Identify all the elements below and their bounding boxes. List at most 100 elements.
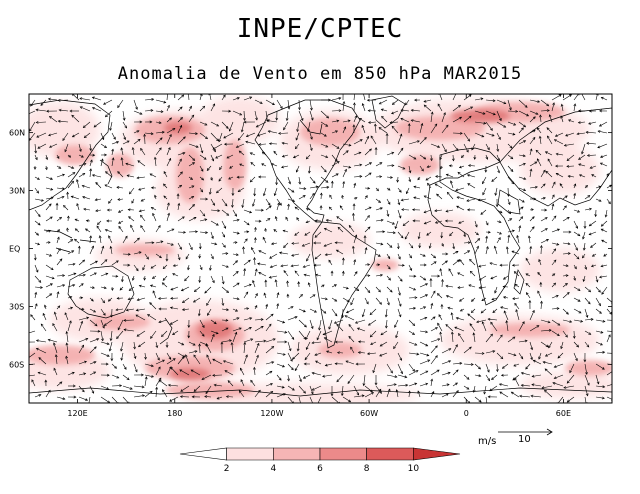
wind-vector — [105, 171, 113, 178]
wind-vector — [350, 346, 355, 354]
wind-vector-head — [231, 204, 234, 208]
wind-vector-head — [236, 175, 240, 179]
wind-vector-head — [490, 333, 493, 337]
wind-vector — [430, 143, 440, 148]
wind-vector-head — [246, 222, 250, 226]
wind-vector — [386, 374, 397, 378]
wind-vector — [109, 341, 113, 352]
wind-vector-head — [413, 306, 417, 310]
wind-vector — [408, 370, 419, 376]
wind-vector-head — [51, 276, 55, 280]
wind-vector — [210, 121, 219, 127]
wind-vector-head — [538, 356, 541, 360]
wind-vector-head — [258, 272, 262, 275]
wind-vector — [474, 352, 485, 354]
wind-vector — [430, 261, 437, 266]
wind-vector — [282, 142, 289, 145]
wind-vector-head — [400, 235, 404, 239]
wind-vector-head — [61, 173, 65, 177]
wind-vector — [210, 132, 219, 142]
wind-vector-head — [302, 309, 306, 313]
wind-vector-head — [343, 126, 347, 130]
wind-vector-head — [523, 188, 527, 192]
wind-vector — [40, 99, 47, 106]
wind-vector-head — [434, 220, 438, 224]
wind-vector-head — [141, 385, 145, 389]
wind-vector — [298, 294, 303, 299]
wind-vector — [395, 330, 399, 338]
wind-vector — [586, 142, 597, 145]
wind-vector — [362, 103, 366, 112]
wind-vector — [447, 192, 454, 200]
wind-vector — [254, 99, 263, 104]
wind-vector-head — [302, 195, 306, 198]
wind-vector — [573, 308, 582, 314]
wind-vector-head — [412, 368, 415, 372]
wind-vector-head — [405, 383, 409, 387]
wind-vector-head — [589, 207, 592, 211]
wind-vector-head — [458, 165, 462, 169]
wind-vector-head — [457, 171, 461, 175]
wind-vector — [551, 282, 556, 288]
wind-vector — [583, 275, 586, 282]
wind-vector-head — [136, 130, 140, 133]
wind-vector-head — [346, 299, 350, 303]
wind-vector — [446, 295, 454, 299]
wind-vector — [314, 352, 322, 356]
wind-vector — [243, 238, 248, 244]
wind-vector-head — [358, 151, 362, 155]
wind-vector — [529, 129, 536, 134]
wind-vector — [529, 99, 540, 103]
wind-vector — [514, 377, 520, 387]
wind-vector-head — [399, 278, 403, 282]
wind-vector-head — [248, 283, 252, 287]
wind-vector — [309, 193, 315, 200]
wind-vector-head — [577, 121, 581, 124]
wind-vector-head — [490, 321, 494, 325]
wind-vector — [283, 270, 289, 277]
wind-vector — [529, 352, 533, 360]
wind-vector-head — [120, 157, 124, 161]
wind-vector-head — [435, 355, 438, 358]
wind-vector-head — [172, 332, 176, 335]
wind-vector — [450, 180, 454, 189]
wind-vector — [89, 385, 94, 394]
wind-vector — [30, 99, 36, 107]
wind-vector — [364, 195, 368, 200]
wind-vector-head — [124, 125, 128, 129]
wind-vector — [397, 242, 399, 249]
wind-vector-head — [106, 373, 110, 377]
wind-vector-head — [437, 145, 441, 148]
wind-vector-head — [470, 106, 474, 110]
wind-vector-head — [555, 173, 559, 176]
wind-vector — [408, 352, 419, 355]
wind-vector-head — [170, 366, 174, 370]
wind-vector-head — [311, 192, 315, 196]
wind-vector-head — [416, 140, 420, 143]
wind-vector-head — [603, 253, 607, 257]
wind-vector — [53, 342, 58, 354]
wind-vector — [116, 186, 124, 189]
wind-vector-head — [192, 158, 196, 161]
wind-vector-head — [412, 332, 416, 335]
wind-vector — [130, 225, 135, 233]
wind-vector-head — [260, 325, 264, 329]
wind-vector-head — [417, 390, 421, 394]
wind-vector — [262, 237, 267, 244]
wind-vector — [36, 348, 47, 354]
wind-vector-head — [552, 382, 556, 385]
wind-vector — [95, 182, 102, 189]
wind-vector — [215, 154, 223, 159]
wind-vector-head — [193, 289, 197, 292]
wind-vector-head — [272, 102, 275, 105]
longitude-axis: 120E 180 120W 60W 0 60E — [67, 94, 571, 418]
wind-vector — [529, 325, 540, 332]
wind-vector-head — [42, 312, 46, 316]
wind-vector — [177, 341, 184, 346]
wind-vector-head — [446, 191, 450, 195]
wind-vector — [199, 105, 205, 112]
wind-vector — [166, 358, 176, 365]
wind-vector — [408, 264, 412, 271]
wind-vector-head — [566, 164, 570, 168]
wind-vector-head — [210, 177, 213, 181]
